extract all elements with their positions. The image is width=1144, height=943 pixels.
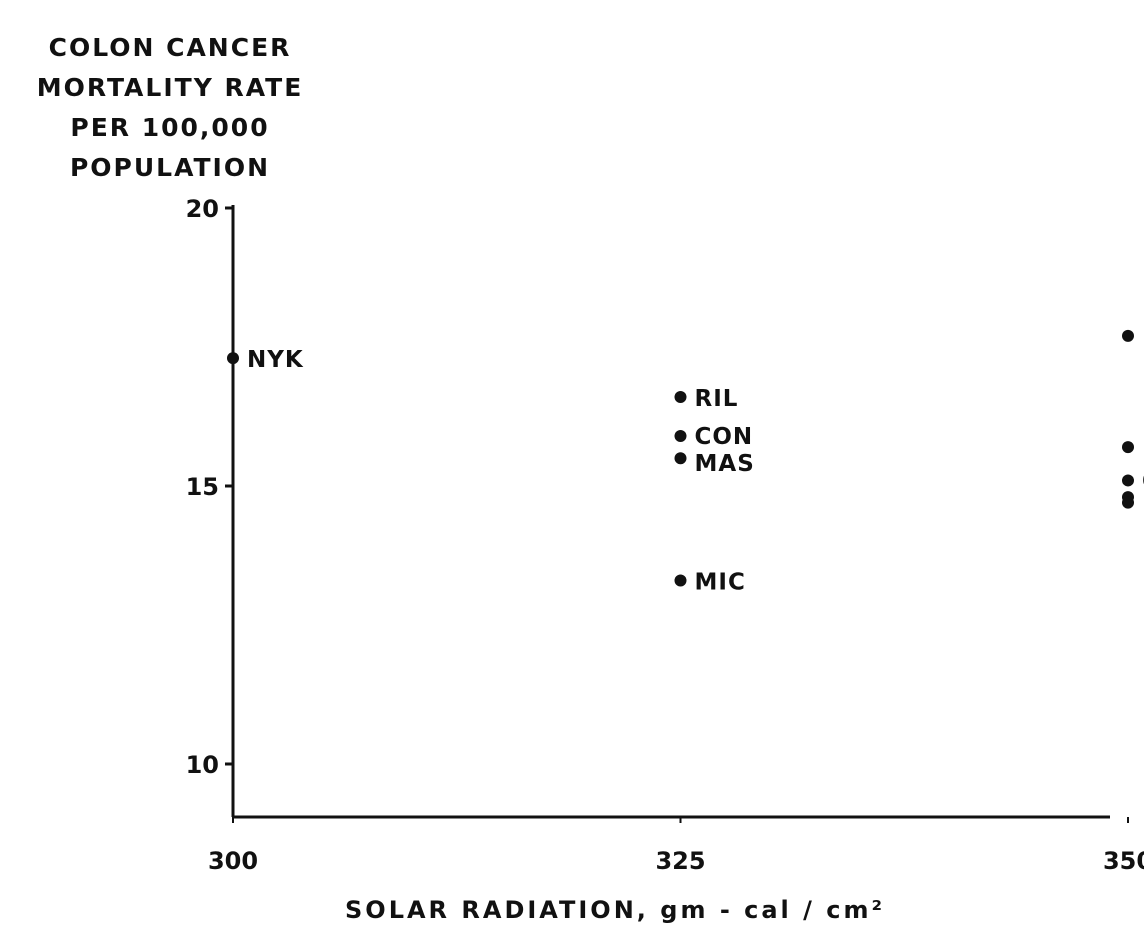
y-axis-label-line: POPULATION (69, 153, 271, 182)
x-axis-label: SOLAR RADIATION, gm - cal / cm² (345, 896, 885, 924)
data-point-label: NYK (247, 347, 304, 373)
y-axis-label-line: COLON CANCER (48, 33, 292, 62)
x-tick-label: 325 (655, 847, 705, 875)
data-point-label: ILL (1142, 488, 1144, 514)
data-point-label: MAR (1142, 508, 1144, 534)
data-point (1122, 496, 1134, 509)
data-point (674, 391, 687, 404)
data-point-label: PEN (1142, 433, 1144, 459)
data-point (1122, 329, 1134, 342)
data-point-label: NJE (1142, 325, 1144, 351)
data-point (1122, 474, 1134, 487)
y-tick-label: 10 (186, 751, 219, 779)
data-point (1122, 441, 1134, 454)
data-point (674, 429, 687, 442)
data-point (674, 574, 687, 587)
data-point (227, 352, 239, 365)
y-axis-label-line: MORTALITY RATE (36, 73, 304, 102)
data-point-label: MAS (695, 451, 755, 477)
data-point-label: RIL (695, 386, 739, 412)
data-point (674, 452, 687, 465)
data-point-label: CON (695, 424, 754, 450)
x-tick-label: 300 (208, 847, 258, 875)
data-point-label: OHI (1142, 468, 1144, 494)
data-point-label: MIC (695, 570, 746, 596)
y-tick-label: 15 (186, 473, 219, 501)
y-axis-label-line: PER 100,000 (70, 113, 270, 142)
y-tick-label: 20 (186, 195, 219, 223)
x-tick-label: 350 (1103, 847, 1144, 875)
y-axis-label: COLON CANCER MORTALITY RATE PER 100,000 … (0, 28, 340, 188)
